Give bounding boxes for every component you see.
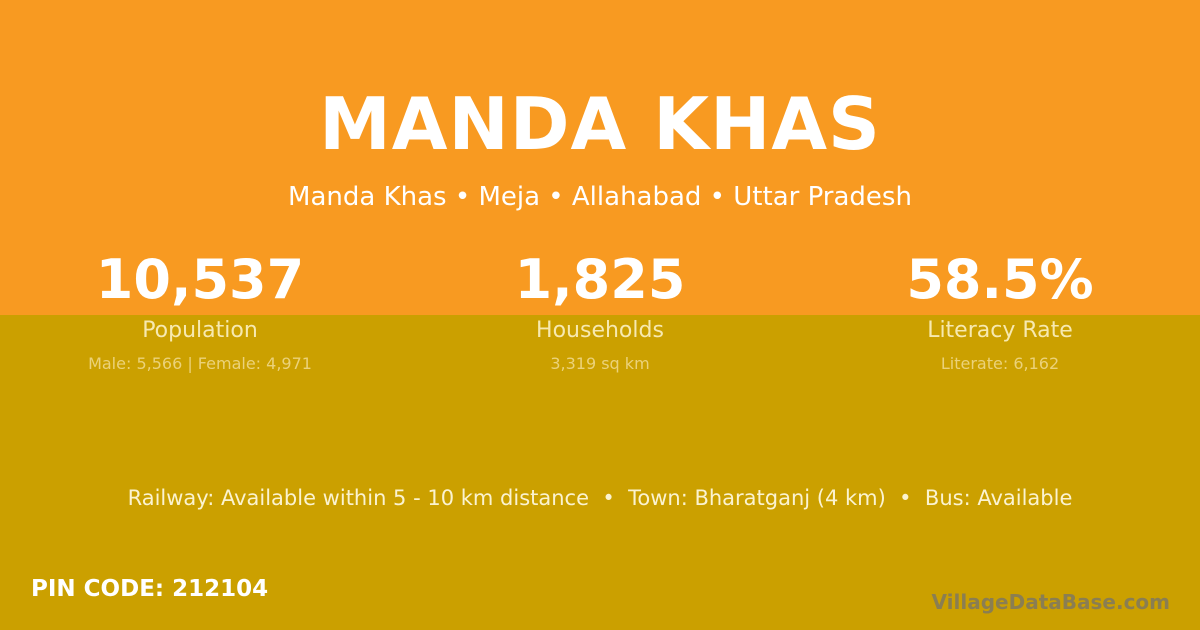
footer-band [0,315,1200,630]
stat-value: 10,537 [95,248,305,311]
stat-label: Households [536,318,664,343]
stat-population: 10,537 Population Male: 5,566 | Female: … [0,248,400,373]
header-band [0,0,1200,315]
stat-sub: Literate: 6,162 [940,354,1060,373]
stat-households: 1,825 Households 3,319 sq km [400,248,800,373]
stat-label: Literacy Rate [927,318,1073,343]
connectivity-info: Railway: Available within 5 - 10 km dist… [127,486,1073,510]
stat-sub: Male: 5,566 | Female: 4,971 [88,354,312,373]
stat-literacy: 58.5% Literacy Rate Literate: 6,162 [800,248,1200,373]
stat-sub: 3,319 sq km [550,354,650,373]
stat-value: 1,825 [514,248,686,311]
location-breadcrumb: Manda Khas • Meja • Allahabad • Uttar Pr… [288,182,912,212]
watermark-logo: VillageDataBase.com [931,590,1170,614]
pin-code: PIN CODE: 212104 [31,576,269,602]
stat-label: Population [142,318,258,343]
village-title: MANDA KHAS [319,82,881,166]
stat-value: 58.5% [906,248,1094,311]
